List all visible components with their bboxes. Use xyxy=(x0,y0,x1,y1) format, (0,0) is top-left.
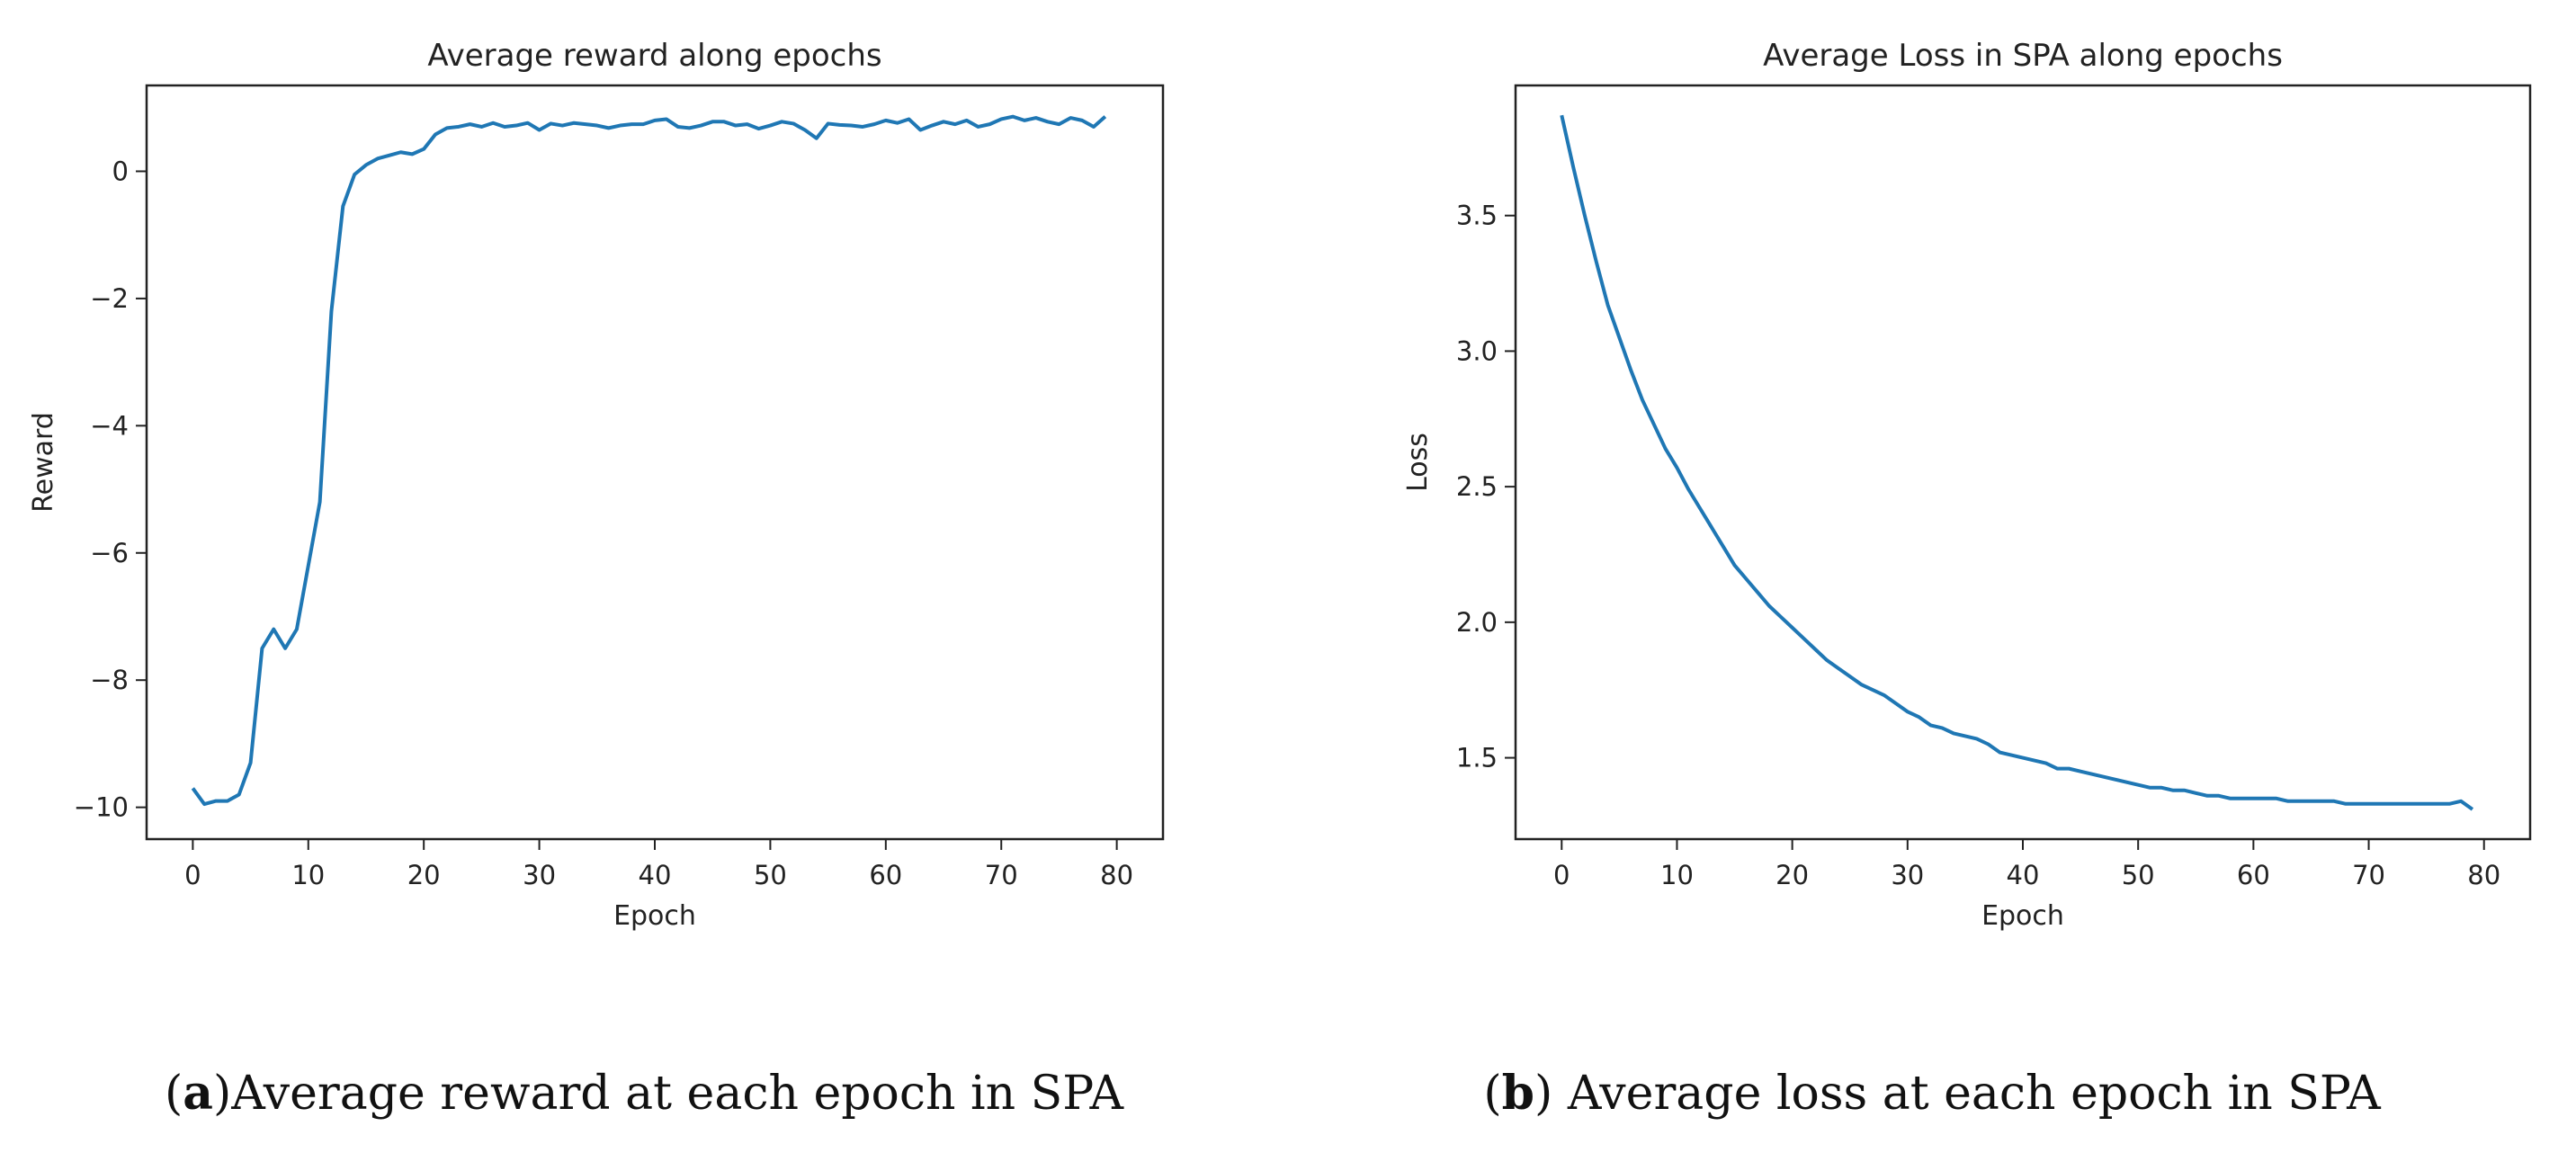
reward-chart: Average reward along epochs 0 10 20 30 40 50 60… xyxy=(28,38,1165,932)
chart-title: Average reward along epochs xyxy=(427,38,881,74)
y-tick-label: 0 xyxy=(112,156,129,186)
y-tick-label: −2 xyxy=(90,283,129,314)
y-tick-label: 2.5 xyxy=(1456,471,1498,502)
x-tick-label: 20 xyxy=(407,860,441,890)
x-tick-label: 50 xyxy=(2122,860,2155,890)
x-tick-label: 40 xyxy=(639,860,672,890)
x-tick-label: 10 xyxy=(291,860,325,890)
x-tick-label: 70 xyxy=(985,860,1018,890)
x-tick-label: 80 xyxy=(2467,860,2500,890)
caption-b: (b) Average loss at each epoch in SPA xyxy=(1483,1066,2381,1121)
caption-b-text: Average loss at each epoch in SPA xyxy=(1552,1067,2381,1121)
plot-frame xyxy=(145,84,1165,841)
plot-frame xyxy=(1514,84,2532,841)
y-tick-label: 3.5 xyxy=(1456,201,1498,231)
x-tick-label: 40 xyxy=(2007,860,2040,890)
x-tick-label: 50 xyxy=(754,860,787,890)
y-axis-label: Loss xyxy=(1402,433,1434,492)
x-tick-label: 10 xyxy=(1660,860,1694,890)
y-tick-label: −8 xyxy=(90,665,129,695)
caption-b-letter: b xyxy=(1501,1066,1535,1121)
x-tick-label: 70 xyxy=(2352,860,2385,890)
figure-panel-b: Average Loss in SPA along epochs 0 10 20 30 4… xyxy=(1288,0,2576,1162)
x-tick-label: 30 xyxy=(523,860,556,890)
x-tick-label: 0 xyxy=(1553,860,1570,890)
x-tick-label: 20 xyxy=(1775,860,1809,890)
y-tick-label: 3.0 xyxy=(1456,335,1498,366)
y-axis-label: Reward xyxy=(28,412,59,513)
y-tick-label: −10 xyxy=(74,792,129,823)
y-tick-label: −4 xyxy=(90,410,129,441)
x-axis-label: Epoch xyxy=(613,900,696,932)
caption-a: (a)Average reward at each epoch in SPA xyxy=(164,1066,1124,1121)
x-tick-label: 80 xyxy=(1100,860,1133,890)
y-tick-label: 2.0 xyxy=(1456,607,1498,638)
loss-chart: Average Loss in SPA along epochs 0 10 20 30 4… xyxy=(1402,38,2532,932)
x-tick-label: 0 xyxy=(184,860,201,890)
data-line-1 xyxy=(191,114,1107,807)
x-axis-label: Epoch xyxy=(1981,900,2064,932)
y-tick-label: 1.5 xyxy=(1456,743,1498,773)
caption-a-text: Average reward at each epoch in SPA xyxy=(231,1067,1124,1121)
x-tick-label: 60 xyxy=(2237,860,2270,890)
x-tick-label: 60 xyxy=(869,860,902,890)
y-tick-label: −6 xyxy=(90,538,129,568)
caption-a-letter: a xyxy=(183,1066,213,1121)
chart-title: Average Loss in SPA along epochs xyxy=(1763,38,2283,74)
figure-panel-a: Average reward along epochs 0 10 20 30 40 50 60… xyxy=(28,38,1165,1121)
x-tick-label: 30 xyxy=(1891,860,1924,890)
data-line-1 xyxy=(1560,114,2474,811)
